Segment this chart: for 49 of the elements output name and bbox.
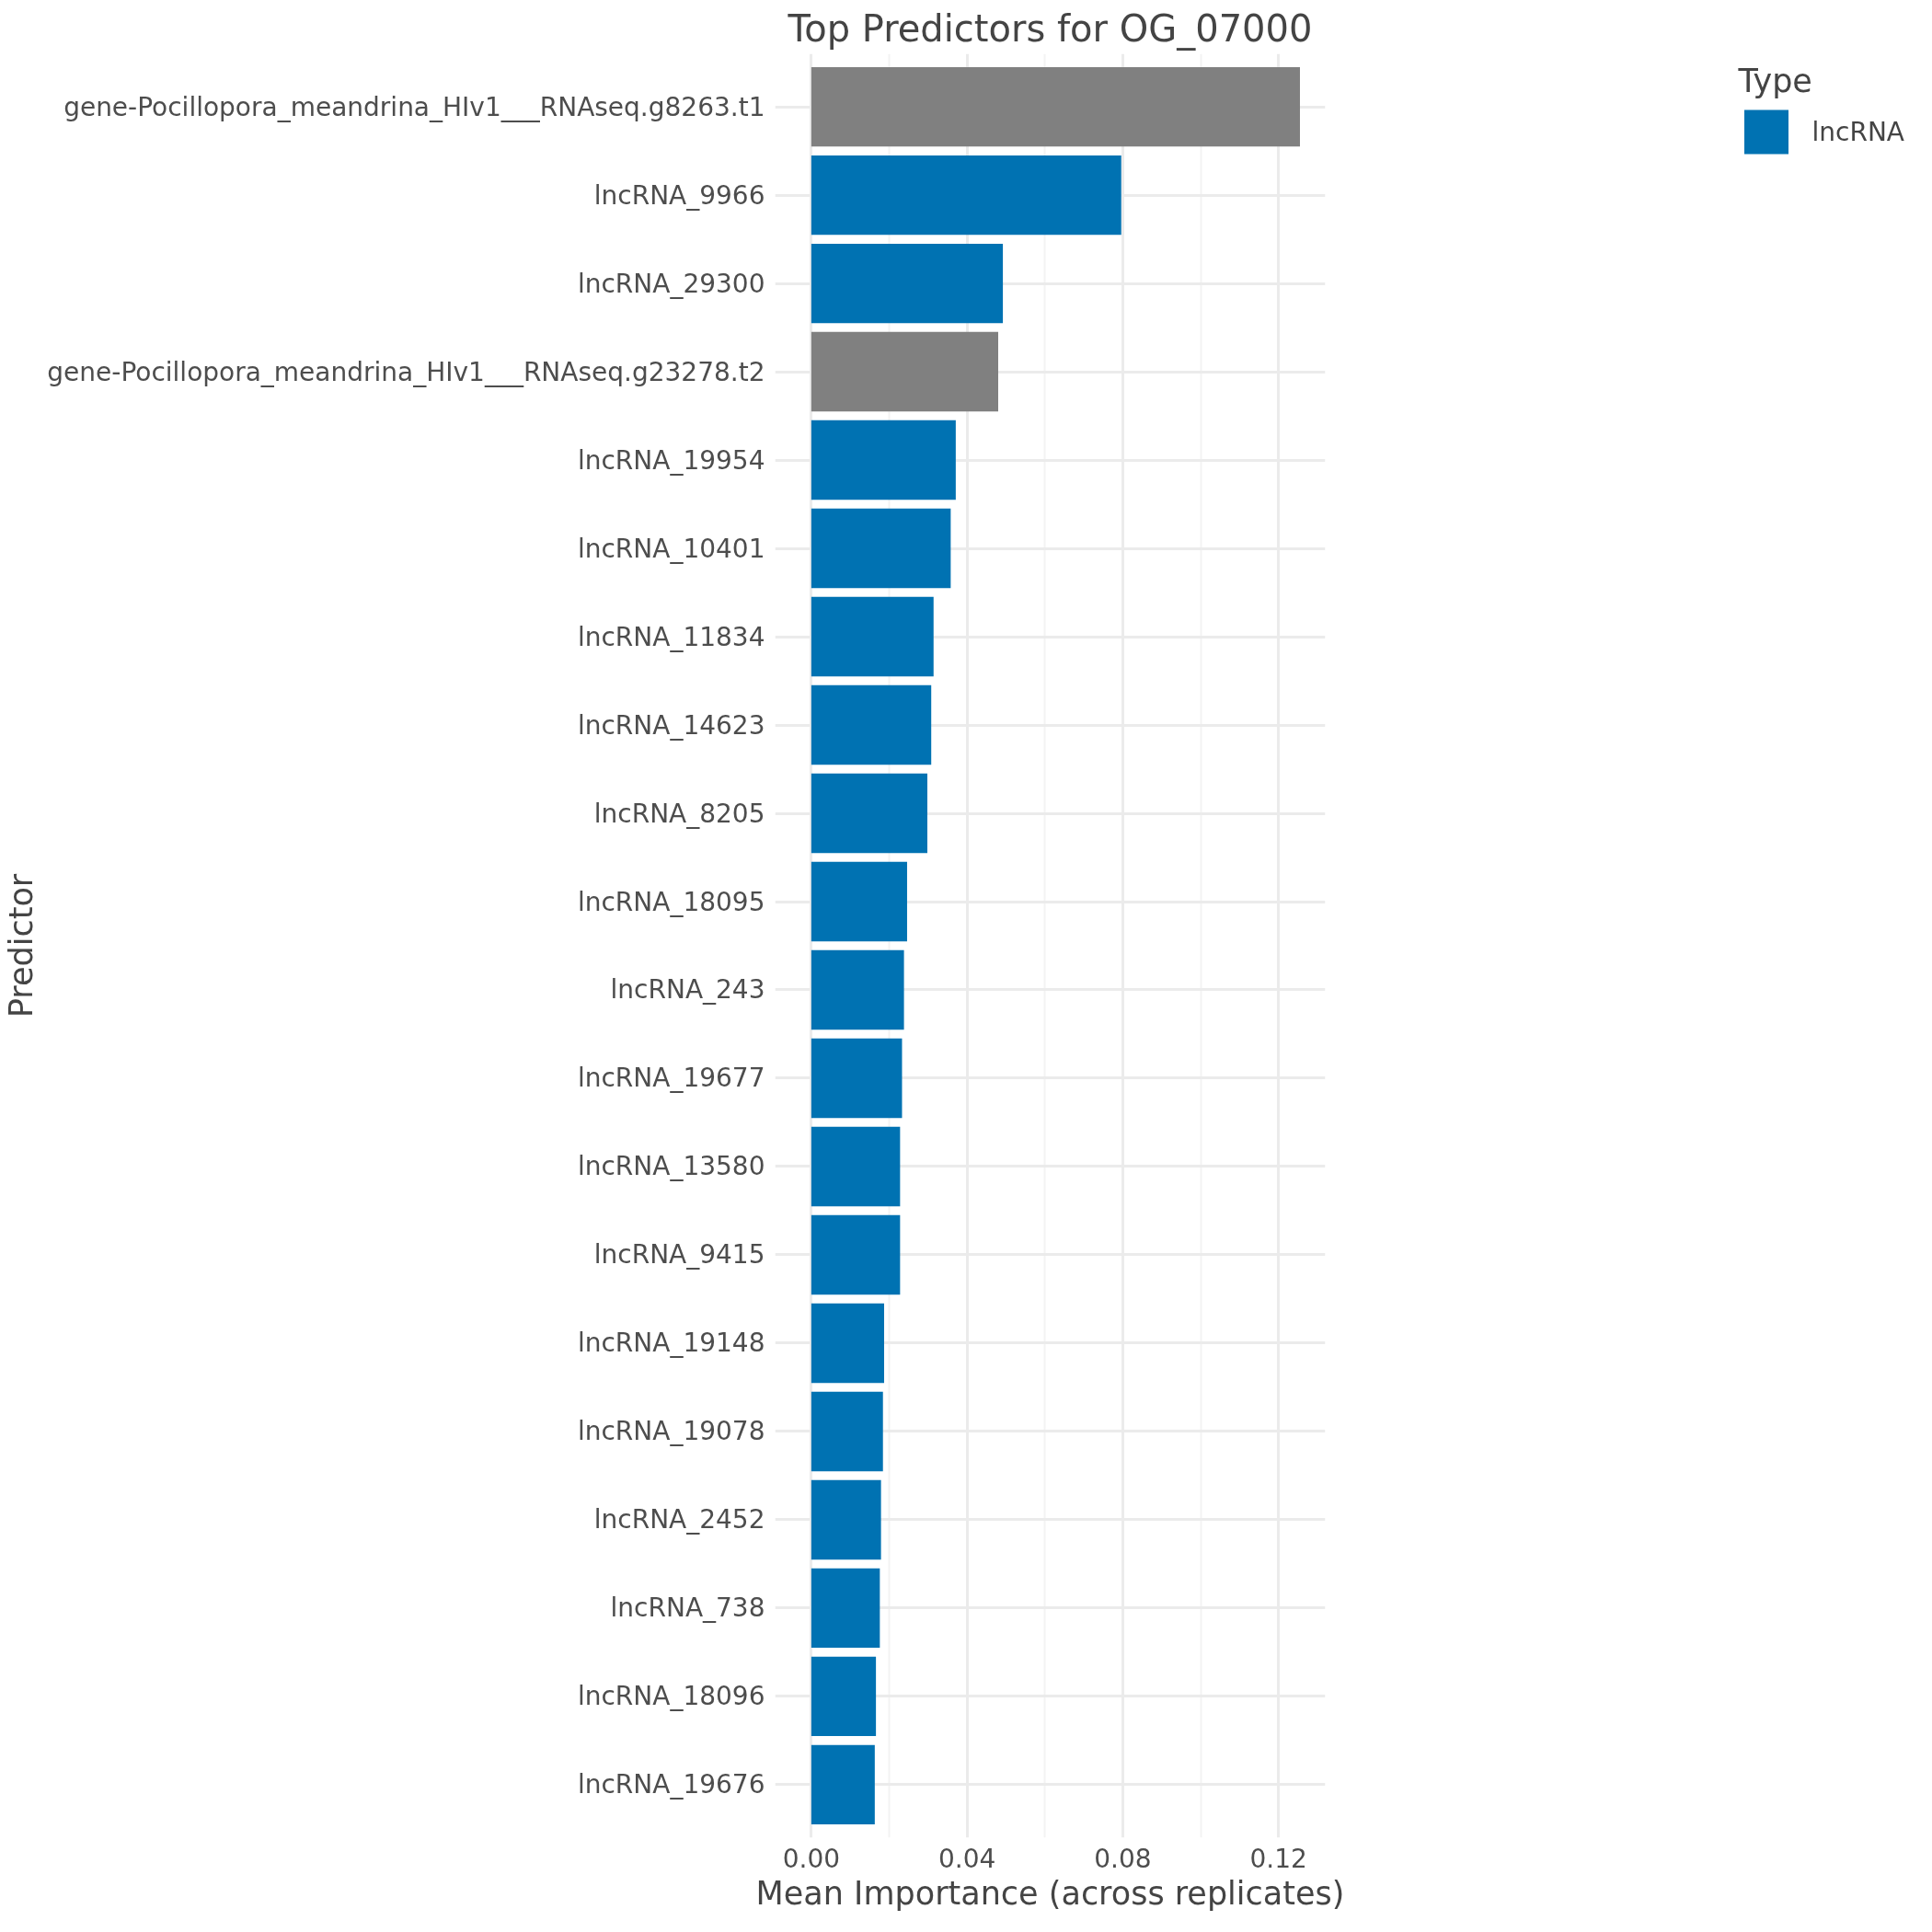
y-tick-label: lncRNA_19148 [577, 1328, 765, 1359]
x-axis-title: Mean Importance (across replicates) [755, 1874, 1345, 1912]
bar [811, 1391, 883, 1472]
bar [811, 508, 951, 589]
y-tick-label: lncRNA_11834 [577, 621, 765, 652]
x-tick-label: 0.00 [782, 1843, 841, 1874]
y-tick-label: lncRNA_19677 [577, 1063, 765, 1094]
y-tick-label: lncRNA_14623 [577, 709, 765, 741]
y-tick-label: lncRNA_19078 [577, 1416, 765, 1447]
bar [811, 66, 1300, 147]
bar [811, 1479, 881, 1560]
bar [811, 331, 998, 412]
chart-title: Top Predictors for OG_07000 [787, 6, 1313, 51]
bar [811, 684, 932, 765]
bar [811, 1214, 901, 1295]
bar [811, 420, 956, 500]
y-tick-label: lncRNA_9415 [593, 1239, 765, 1271]
bar [811, 861, 907, 942]
y-axis-title: Predictor [3, 873, 40, 1018]
y-tick-label: lncRNA_18095 [577, 886, 765, 917]
y-tick-label: lncRNA_2452 [593, 1504, 765, 1535]
y-tick-label: lncRNA_29300 [577, 268, 765, 299]
y-tick-label: lncRNA_10401 [577, 533, 765, 564]
x-tick-label: 0.08 [1094, 1843, 1152, 1874]
y-tick-label: lncRNA_9966 [593, 179, 765, 211]
y-tick-label: lncRNA_18096 [577, 1681, 765, 1712]
bar [811, 1656, 877, 1737]
bar [811, 155, 1121, 236]
y-tick-label: lncRNA_8205 [593, 798, 765, 829]
y-tick-label: lncRNA_738 [610, 1593, 765, 1624]
y-tick-label: gene-Pocillopora_meandrina_HIv1___RNAseq.g8263.t1 [63, 91, 765, 122]
x-tick-label: 0.04 [937, 1843, 996, 1874]
legend-label: lncRNA [1811, 116, 1904, 147]
y-tick-label: lncRNA_19954 [577, 444, 765, 476]
bar [811, 1126, 901, 1207]
bar [811, 1744, 875, 1825]
y-tick-label: gene-Pocillopora_meandrina_HIv1___RNAseq.g23278.t2 [47, 356, 765, 387]
bar [811, 596, 934, 677]
bar [811, 773, 927, 854]
legend-title: Type [1738, 63, 1813, 99]
y-tick-label: lncRNA_243 [610, 974, 765, 1006]
y-tick-label: lncRNA_13580 [577, 1151, 765, 1182]
y-tick-label: lncRNA_19676 [577, 1769, 765, 1800]
x-tick-label: 0.12 [1249, 1843, 1307, 1874]
bar [811, 1303, 884, 1384]
bar [811, 1568, 880, 1649]
bar [811, 949, 904, 1030]
bar [811, 243, 1004, 324]
bar [811, 1038, 903, 1119]
